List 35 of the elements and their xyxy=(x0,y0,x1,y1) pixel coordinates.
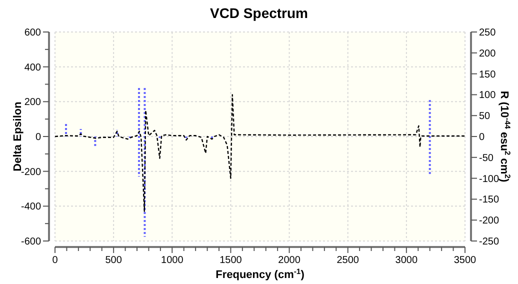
x-tick-label: 1000 xyxy=(161,255,184,266)
y-tick-label: -400 xyxy=(20,202,42,213)
x-tick-label: 3500 xyxy=(454,255,477,266)
bar xyxy=(158,136,161,140)
x-tick-label: 0 xyxy=(52,255,58,266)
y2-tick-label: -150 xyxy=(479,194,500,206)
line-series xyxy=(54,94,466,212)
bar xyxy=(65,124,68,136)
y-tick-label: 0 xyxy=(35,132,42,143)
y-tick-label: 400 xyxy=(24,62,42,74)
bar xyxy=(428,98,431,136)
y2-tick-label: -250 xyxy=(479,236,500,248)
bar xyxy=(428,136,431,176)
bar xyxy=(144,87,146,136)
y2-tick-label: 250 xyxy=(479,28,496,38)
y2-tick-label: 150 xyxy=(479,69,496,80)
x-tick-label: 1500 xyxy=(220,255,242,266)
x-axis-title: Frequency (cm$^{-1}$) xyxy=(216,266,305,281)
y2-tick-label: 100 xyxy=(479,90,496,102)
bar xyxy=(138,88,140,136)
y2-tick-label: -200 xyxy=(479,216,500,227)
y-tick-label: -600 xyxy=(20,236,42,248)
y2-tick-label: 0 xyxy=(479,132,485,143)
y2-tick-label: -50 xyxy=(479,152,494,164)
y-tick-label: 200 xyxy=(24,97,42,108)
x-tick-label: 3000 xyxy=(395,255,418,266)
y2-tick-label: 50 xyxy=(479,111,491,122)
y-tick-label: 600 xyxy=(24,28,42,38)
chart-title: VCD Spectrum xyxy=(210,5,308,21)
y2-tick-label: 200 xyxy=(479,48,496,60)
x-tick-label: 500 xyxy=(105,255,122,266)
y2-tick-label: -100 xyxy=(479,174,500,185)
x-tick-label: 2500 xyxy=(336,255,360,266)
bar xyxy=(138,136,140,177)
x-tick-label: 2000 xyxy=(278,255,301,266)
